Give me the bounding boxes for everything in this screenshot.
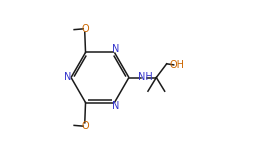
Text: O: O (81, 122, 89, 131)
Text: NH: NH (137, 72, 152, 82)
Text: O: O (81, 24, 89, 33)
Text: OH: OH (170, 60, 185, 70)
Text: N: N (112, 44, 119, 54)
Text: N: N (63, 72, 71, 82)
Text: N: N (112, 101, 119, 111)
